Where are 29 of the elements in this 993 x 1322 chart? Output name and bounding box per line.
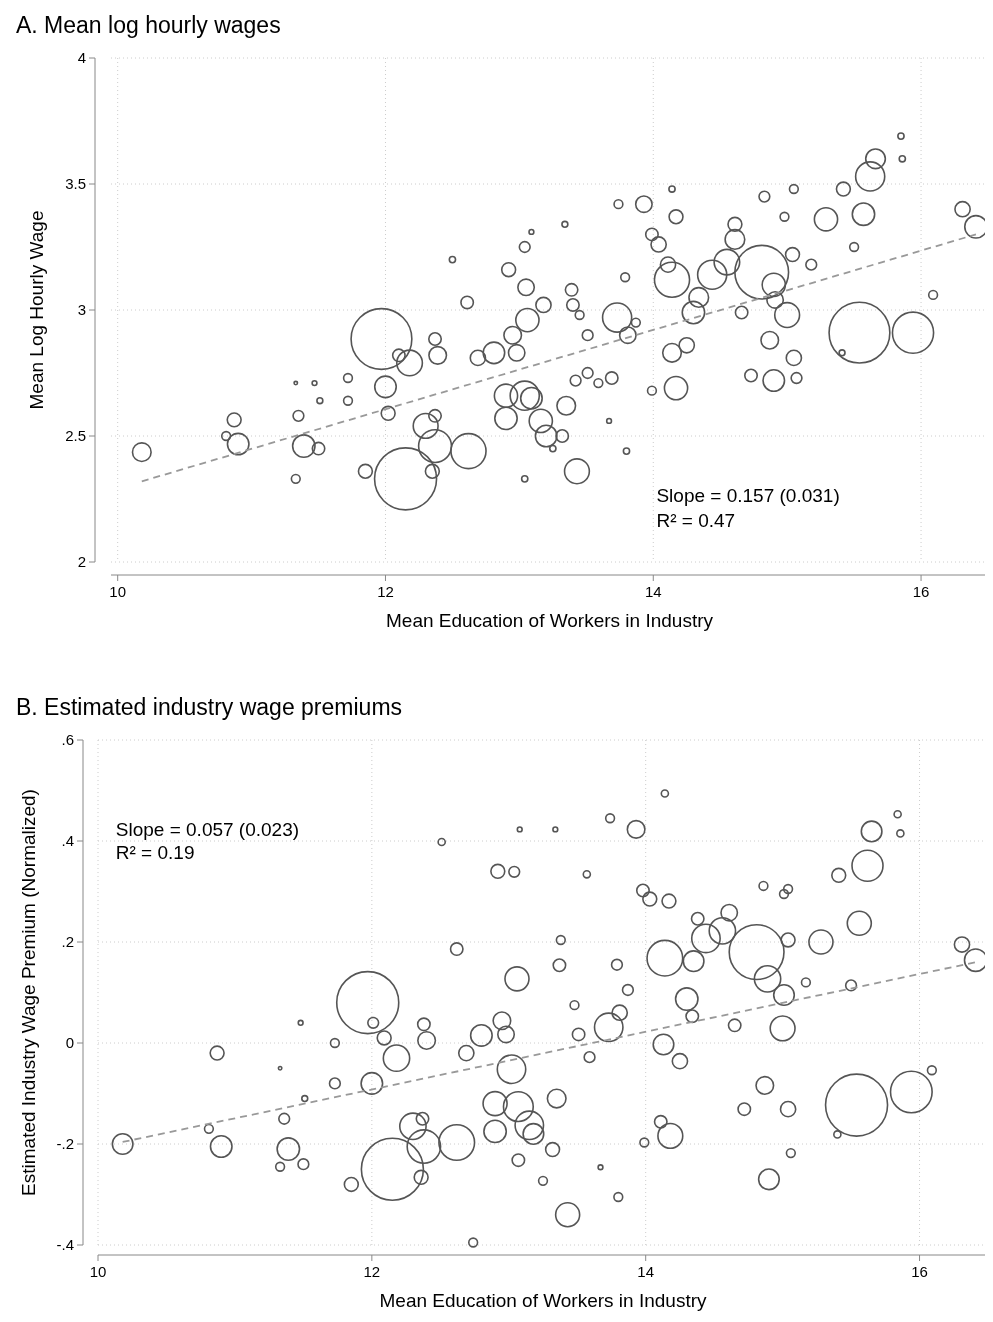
y-tick-label: 0 xyxy=(65,1034,74,1052)
annotation: R² = 0.19 xyxy=(115,841,195,863)
annotation: Slope = 0.057 (0.023) xyxy=(115,818,300,840)
y-axis-title: Estimated Industry Wage Premium (Normalized) xyxy=(18,789,40,1196)
x-tick-label: 12 xyxy=(377,583,394,600)
y-tick-label: 3.5 xyxy=(65,175,86,193)
x-tick-label: 10 xyxy=(109,583,127,600)
x-tick-label: 10 xyxy=(89,1263,107,1280)
annotation: Slope = 0.157 (0.031) xyxy=(656,484,840,506)
y-tick-label: 2 xyxy=(77,553,86,571)
y-axis-title: Mean Log Hourly Wage xyxy=(26,210,48,410)
y-tick-label: .2 xyxy=(61,933,74,951)
chart-title: B. Estimated industry wage premiums xyxy=(16,694,403,720)
chart-title: A. Mean log hourly wages xyxy=(16,12,281,38)
annotation: R² = 0.47 xyxy=(656,509,736,531)
x-axis-title: Mean Education of Workers in Industry xyxy=(385,610,714,631)
x-tick-label: 12 xyxy=(363,1263,381,1280)
x-tick-label: 16 xyxy=(912,583,930,600)
y-tick-label: 2.5 xyxy=(65,427,86,445)
x-tick-label: 14 xyxy=(644,583,662,600)
y-tick-label: 4 xyxy=(77,49,86,67)
y-tick-label: -.4 xyxy=(56,1236,74,1254)
x-tick-label: 16 xyxy=(911,1263,928,1280)
x-axis-title: Mean Education of Workers in Industry xyxy=(379,1290,708,1311)
y-tick-label: .6 xyxy=(61,731,74,749)
y-tick-label: -.2 xyxy=(56,1135,74,1153)
y-tick-label: 3 xyxy=(77,301,86,319)
y-tick-label: .4 xyxy=(61,832,74,850)
x-tick-label: 14 xyxy=(637,1263,655,1280)
